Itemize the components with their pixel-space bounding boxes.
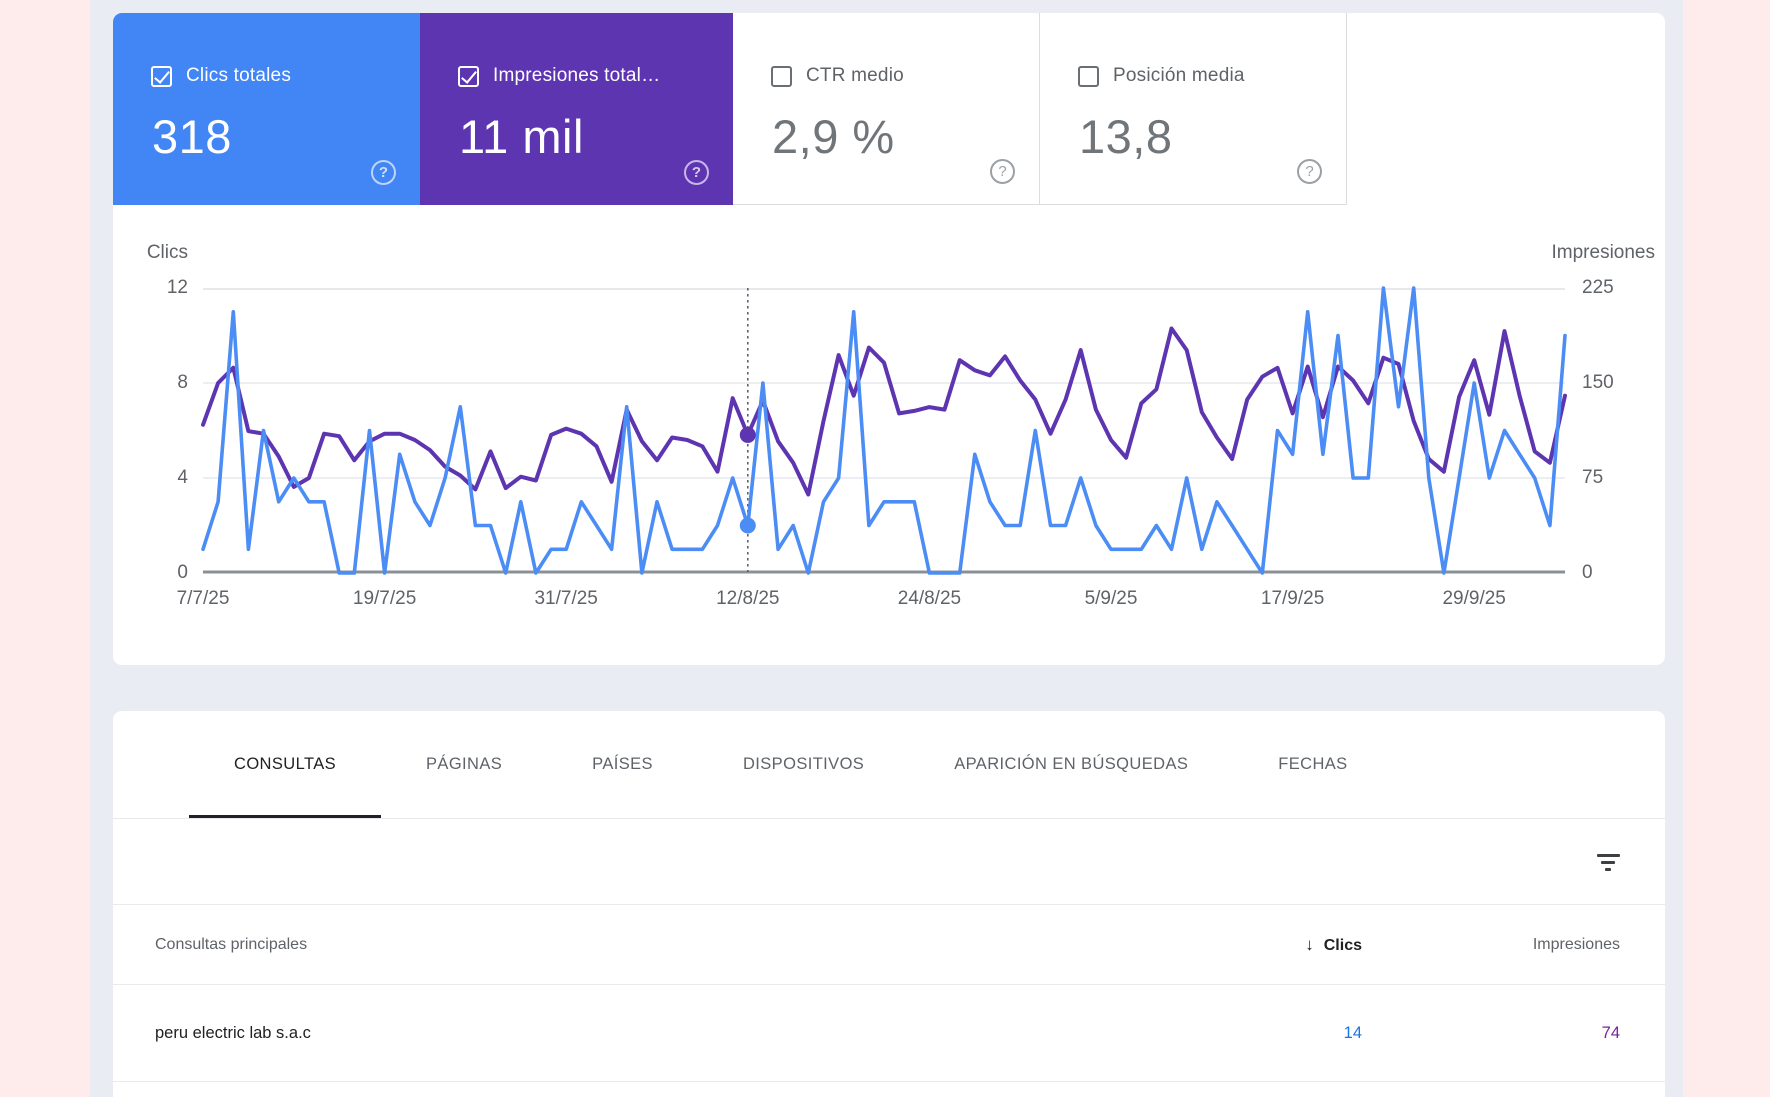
left-axis-tick: 8 — [177, 372, 188, 393]
card-value: 318 — [152, 110, 232, 163]
column-header-queries: Consultas principales — [155, 935, 308, 953]
x-axis-tick-label: 29/9/25 — [1442, 588, 1506, 609]
table-header-row: Consultas principales ↓ Clics Impresiones — [113, 905, 1665, 985]
tab-consultas[interactable]: CONSULTAS — [189, 711, 382, 818]
filter-list-icon[interactable] — [1589, 843, 1627, 881]
left-axis-title: Clics — [146, 242, 188, 263]
card-total-impressions[interactable]: Impresiones total… 11 mil ? — [420, 13, 733, 205]
x-axis-tick-label: 7/7/25 — [176, 588, 230, 609]
x-axis-tick-label: 31/7/25 — [534, 588, 598, 609]
card-label: Posición media — [1113, 65, 1245, 86]
x-axis-tick-label: 19/7/25 — [352, 588, 417, 609]
left-axis-tick: 12 — [166, 277, 188, 298]
right-axis-tick: 150 — [1582, 372, 1614, 393]
impressions-line — [201, 326, 1567, 497]
query-cell[interactable]: peru electric lab s.a.c — [155, 1023, 311, 1042]
left-axis-tick: 0 — [177, 562, 188, 583]
metric-cards-row: Clics totales 318 ? Impresiones total… 1… — [113, 13, 1665, 205]
card-label: Clics totales — [186, 65, 292, 86]
table-row[interactable]: peru electric lab s.a.c 14 74 — [113, 985, 1665, 1082]
performance-panel: Clics totales 318 ? Impresiones total… 1… — [113, 13, 1665, 665]
impressions-selected-point — [739, 426, 756, 443]
column-header-label: Clics — [1323, 936, 1362, 954]
total-clicks-checkbox[interactable] — [151, 65, 172, 87]
help-icon[interactable]: ? — [1297, 159, 1322, 184]
average-position-checkbox[interactable] — [1078, 65, 1099, 87]
chart-plot-area[interactable]: Clics Impresiones 12 8 4 0 225 150 75 0 … — [147, 242, 1655, 609]
x-axis-tick-label: 24/8/25 — [897, 588, 962, 609]
tab-paginas[interactable]: PÁGINAS — [381, 711, 547, 818]
tab-label: CONSULTAS — [234, 755, 337, 773]
x-axis-tick-label: 17/9/25 — [1260, 588, 1325, 609]
x-axis-labels: 7/7/25 19/7/25 31/7/25 12/8/25 24/8/25 5/9/25… — [177, 588, 1565, 612]
sort-descending-icon: ↓ — [1305, 934, 1314, 954]
column-header-clicks[interactable]: ↓ Clics — [1162, 935, 1362, 955]
tab-label: PAÍSES — [592, 755, 653, 773]
clicks-cell: 14 — [1343, 1023, 1362, 1042]
left-axis-tick: 4 — [177, 467, 188, 488]
tab-fechas[interactable]: FECHAS — [1233, 711, 1392, 818]
card-label: CTR medio — [806, 65, 904, 86]
total-impressions-checkbox[interactable] — [458, 65, 479, 87]
tab-paises[interactable]: PAÍSES — [547, 711, 698, 818]
impressions-cell: 74 — [1601, 1023, 1620, 1042]
tab-label: PÁGINAS — [426, 755, 503, 773]
tab-label: APARICIÓN EN BÚSQUEDAS — [954, 755, 1189, 773]
average-ctr-checkbox[interactable] — [771, 65, 792, 87]
help-icon[interactable]: ? — [684, 160, 709, 185]
x-axis-tick-label: 12/8/25 — [716, 588, 780, 609]
card-average-ctr[interactable]: CTR medio 2,9 % ? — [733, 13, 1040, 205]
x-axis-tick-label: 5/9/25 — [1084, 588, 1138, 609]
performance-chart — [201, 286, 1567, 575]
card-value: 11 mil — [459, 110, 584, 163]
card-total-clicks[interactable]: Clics totales 318 ? — [113, 13, 420, 205]
clicks-selected-point — [739, 517, 756, 534]
card-value: 2,9 % — [772, 110, 895, 163]
right-axis-title: Impresiones — [1551, 242, 1656, 263]
column-header-impressions[interactable]: Impresiones — [1532, 935, 1620, 953]
help-icon[interactable]: ? — [990, 159, 1015, 184]
help-icon[interactable]: ? — [371, 160, 396, 185]
tab-label: FECHAS — [1278, 755, 1348, 773]
tab-label: DISPOSITIVOS — [742, 755, 865, 773]
card-average-position[interactable]: Posición media 13,8 ? — [1040, 13, 1347, 205]
table-toolbar — [113, 819, 1665, 905]
tab-aparicion-en-busquedas[interactable]: APARICIÓN EN BÚSQUEDAS — [909, 711, 1233, 818]
right-axis-tick: 0 — [1582, 562, 1593, 583]
dimensions-panel: CONSULTAS PÁGINAS PAÍSES DISPOSITIVOS AP… — [113, 711, 1665, 1097]
card-value: 13,8 — [1079, 110, 1173, 163]
right-axis-tick: 225 — [1582, 277, 1614, 298]
right-axis-tick: 75 — [1582, 467, 1604, 488]
card-label: Impresiones total… — [493, 65, 661, 86]
clicks-line — [201, 286, 1567, 575]
dimension-tabs: CONSULTAS PÁGINAS PAÍSES DISPOSITIVOS AP… — [113, 711, 1665, 819]
tab-dispositivos[interactable]: DISPOSITIVOS — [698, 711, 909, 818]
